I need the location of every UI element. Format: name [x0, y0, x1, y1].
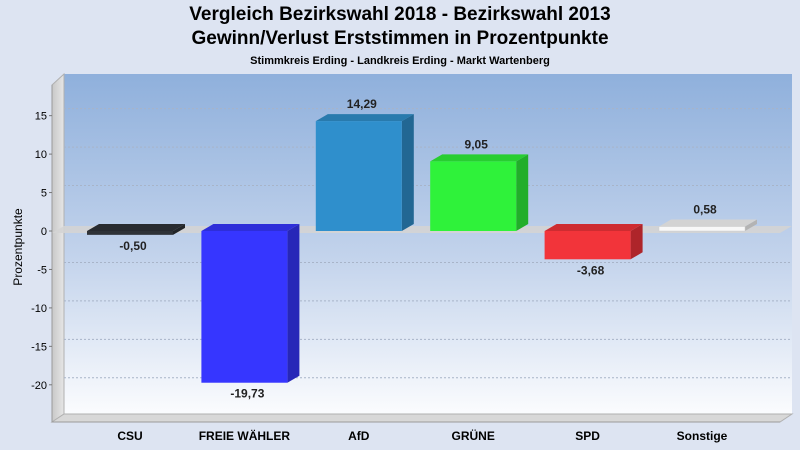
bar-side	[745, 219, 757, 231]
plot-side-wall	[51, 72, 65, 423]
bar-freie-wähler	[201, 224, 300, 383]
bar-front	[87, 231, 173, 235]
bar-front	[658, 226, 746, 232]
plot-back-wall	[64, 74, 792, 414]
chart-title: Vergleich Bezirkswahl 2018 - Bezirkswahl…	[189, 4, 611, 25]
y-tick-label: 15	[35, 111, 47, 123]
bar-front	[315, 121, 402, 231]
bar-top	[659, 219, 757, 227]
category-label: FREIE WÄHLER	[199, 428, 291, 443]
bar-front	[430, 161, 517, 231]
bar-csu	[87, 224, 185, 235]
y-tick-label: -10	[31, 303, 47, 315]
y-tick-label: 5	[41, 188, 47, 200]
category-label: GRÜNE	[452, 428, 495, 443]
chart-caption: Stimmkreis Erding - Landkreis Erding - M…	[250, 55, 550, 67]
y-tick-label: 10	[35, 149, 47, 161]
bar-spd	[544, 224, 643, 260]
value-label: -3,68	[577, 263, 605, 277]
bar-side	[401, 114, 414, 231]
bar-top	[315, 114, 414, 122]
bar-front	[544, 231, 631, 260]
category-label: SPD	[575, 429, 600, 443]
plot-floor	[50, 413, 794, 423]
bar-top	[201, 224, 300, 231]
bar-side	[516, 154, 529, 231]
bar-side	[630, 224, 643, 260]
bar-top	[544, 224, 643, 231]
y-tick-label: -5	[37, 264, 47, 276]
y-tick-label: -15	[31, 341, 47, 353]
bar-grüne	[430, 154, 529, 231]
bar-afd	[315, 114, 414, 231]
value-label: -0,50	[119, 239, 147, 253]
bar-side	[287, 224, 300, 383]
category-label: AfD	[348, 429, 370, 443]
value-label: 14,29	[347, 97, 377, 111]
y-tick-label: -20	[31, 380, 47, 392]
bar-top	[87, 224, 185, 231]
value-label: 0,58	[693, 203, 717, 217]
bar-side	[173, 224, 185, 235]
bar-sonstige	[658, 219, 757, 232]
y-tick-label: 0	[41, 226, 47, 238]
bar-top	[430, 154, 529, 162]
value-label: -19,73	[230, 387, 264, 401]
bar-front	[201, 231, 288, 383]
chart-subtitle: Gewinn/Verlust Erststimmen in Prozentpun…	[191, 28, 609, 49]
category-label: Sonstige	[677, 429, 728, 443]
value-label: 9,05	[465, 137, 489, 151]
y-axis-label: Prozentpunkte	[11, 208, 25, 286]
category-label: CSU	[117, 429, 142, 443]
